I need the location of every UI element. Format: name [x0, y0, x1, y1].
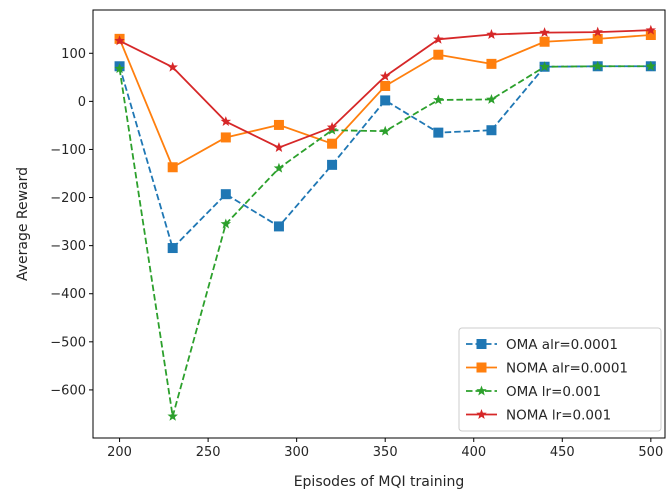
series-layer [114, 24, 657, 421]
x-tick-label: 450 [550, 445, 575, 460]
series-4 [114, 24, 657, 152]
data-point [220, 116, 232, 127]
y-tick-label: −200 [50, 191, 86, 206]
data-point [486, 58, 497, 69]
data-point [539, 27, 550, 38]
x-tick-label: 300 [284, 445, 309, 460]
y-tick-label: 0 [78, 95, 86, 110]
data-point [592, 26, 603, 37]
x-tick-label: 250 [196, 445, 221, 460]
data-point [433, 127, 444, 138]
legend-marker [476, 409, 487, 419]
legend: OMA alr=0.0001 NOMA alr=0.0001 OMA lr=0.00… [458, 327, 662, 432]
data-point [645, 24, 657, 35]
plot-frame [92, 9, 666, 439]
data-point [645, 30, 656, 41]
data-point [645, 60, 657, 71]
x-axis-label: Episodes of MQI training [294, 474, 465, 490]
data-point [379, 125, 391, 136]
legend-entry: NOMA lr=0.001 [466, 408, 611, 424]
y-tick-label: −100 [50, 143, 86, 158]
data-point [486, 125, 497, 136]
data-point [486, 93, 497, 104]
x-tick-label: 500 [638, 445, 663, 460]
data-point [380, 95, 391, 106]
data-point [273, 162, 285, 173]
data-point [273, 142, 285, 152]
data-point [326, 124, 338, 135]
data-point [592, 60, 603, 71]
legend-label: OMA alr=0.0001 [506, 337, 618, 353]
data-point [220, 132, 231, 143]
data-point [379, 70, 391, 81]
y-axis-label: Average Reward [15, 167, 31, 281]
data-point [220, 218, 232, 229]
data-point [167, 162, 178, 173]
series-2 [114, 30, 656, 173]
data-point [486, 29, 497, 39]
data-point [433, 94, 444, 105]
data-point [114, 35, 125, 46]
legend-entry: NOMA alr=0.0001 [466, 361, 628, 377]
data-point [273, 221, 284, 232]
data-point [380, 80, 391, 91]
y-tick-label: −500 [50, 335, 86, 350]
x-tick-label: 200 [107, 445, 132, 460]
legend-label: NOMA alr=0.0001 [506, 361, 628, 377]
y-tick-label: −400 [50, 287, 86, 302]
legend-marker [476, 339, 487, 349]
legend-label: OMA lr=0.001 [506, 384, 601, 400]
data-point [592, 33, 603, 44]
data-point [167, 410, 178, 421]
data-point [326, 121, 338, 132]
data-point [539, 61, 550, 72]
data-point [433, 33, 444, 44]
x-tick-label: 350 [373, 445, 398, 460]
data-point [273, 119, 284, 130]
legend-box [458, 327, 662, 432]
y-tick-label: −300 [50, 239, 86, 254]
series-3 [114, 60, 657, 421]
y-tick-label: −600 [50, 383, 86, 398]
legend-marker [476, 385, 487, 396]
data-point [167, 61, 178, 72]
data-point [327, 159, 338, 170]
legend-label: NOMA lr=0.001 [506, 408, 611, 424]
data-point [327, 138, 338, 149]
legend-marker [476, 362, 487, 373]
legend-entry: OMA lr=0.001 [466, 384, 601, 400]
data-point [220, 189, 231, 200]
data-point [167, 243, 178, 254]
data-point [114, 63, 125, 74]
x-tick-label: 400 [461, 445, 486, 460]
data-point [539, 36, 550, 47]
axes-layer: 200 250 300 350 400 450 500 100 0 −100 −200 −300 −40… [50, 47, 663, 460]
y-tick-label: 100 [61, 47, 86, 62]
data-point [433, 49, 444, 60]
legend-entry: OMA alr=0.0001 [466, 337, 618, 353]
